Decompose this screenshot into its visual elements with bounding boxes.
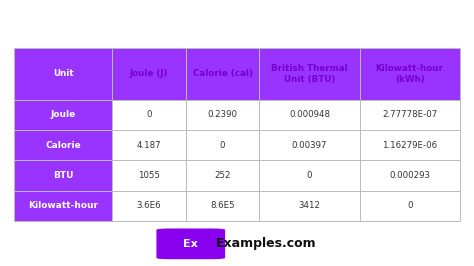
Text: 3412: 3412 <box>299 201 320 210</box>
Bar <box>359 100 460 130</box>
Bar <box>359 130 460 160</box>
Text: 3.6E6: 3.6E6 <box>137 201 161 210</box>
Text: 1055: 1055 <box>138 171 160 180</box>
Bar <box>186 100 259 130</box>
Bar <box>112 160 186 190</box>
Text: Calorie (cal): Calorie (cal) <box>192 69 253 78</box>
Text: Joule: Joule <box>51 110 76 119</box>
Bar <box>112 48 186 100</box>
Bar <box>259 190 359 221</box>
Text: 0: 0 <box>307 171 312 180</box>
Text: Examples.com: Examples.com <box>216 237 316 250</box>
Bar <box>14 100 112 130</box>
Bar <box>259 48 359 100</box>
Bar <box>14 48 112 100</box>
Text: 0.000293: 0.000293 <box>389 171 430 180</box>
FancyBboxPatch shape <box>156 228 225 259</box>
Text: Ex: Ex <box>183 239 198 249</box>
Bar <box>112 100 186 130</box>
Bar <box>14 130 112 160</box>
Text: 0: 0 <box>146 110 152 119</box>
Bar <box>359 160 460 190</box>
Text: 0.2390: 0.2390 <box>208 110 237 119</box>
Text: Unit: Unit <box>53 69 73 78</box>
Text: Kilowatt-hour: Kilowatt-hour <box>28 201 98 210</box>
Bar <box>14 190 112 221</box>
Text: Calorie: Calorie <box>46 141 81 150</box>
Bar <box>359 48 460 100</box>
Text: CONVERSION OF ENERGY UNITS: CONVERSION OF ENERGY UNITS <box>69 16 405 35</box>
Text: 1.16279E-06: 1.16279E-06 <box>382 141 437 150</box>
Bar <box>186 190 259 221</box>
Text: 0.00397: 0.00397 <box>292 141 327 150</box>
Text: Joule (J): Joule (J) <box>130 69 168 78</box>
Text: 0: 0 <box>220 141 225 150</box>
Text: 8.6E5: 8.6E5 <box>210 201 235 210</box>
Bar <box>259 100 359 130</box>
Bar <box>112 190 186 221</box>
Bar <box>186 130 259 160</box>
Bar <box>359 190 460 221</box>
Text: Kilowatt-hour
(kWh): Kilowatt-hour (kWh) <box>376 64 444 84</box>
Bar <box>14 160 112 190</box>
Bar <box>186 48 259 100</box>
Text: 0: 0 <box>407 201 412 210</box>
Text: BTU: BTU <box>53 171 73 180</box>
Text: 0.000948: 0.000948 <box>289 110 330 119</box>
Text: 252: 252 <box>214 171 231 180</box>
Text: 4.187: 4.187 <box>137 141 161 150</box>
Text: 2.77778E-07: 2.77778E-07 <box>382 110 438 119</box>
Bar <box>259 160 359 190</box>
Text: British Thermal
Unit (BTU): British Thermal Unit (BTU) <box>271 64 348 84</box>
Bar <box>259 130 359 160</box>
Bar <box>186 160 259 190</box>
Bar <box>112 130 186 160</box>
